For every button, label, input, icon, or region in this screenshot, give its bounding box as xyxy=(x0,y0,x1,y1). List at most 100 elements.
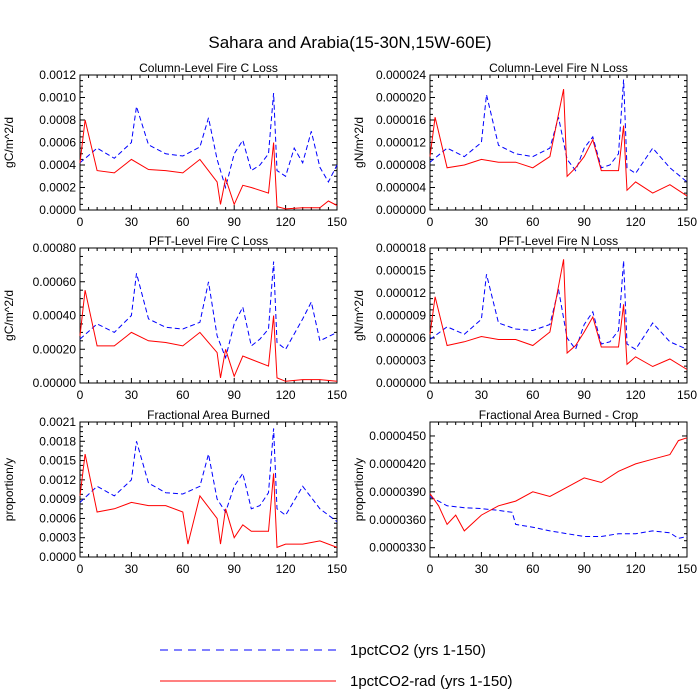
y-tick-label: 0.0015 xyxy=(39,454,76,468)
y-tick-label: 0.0000360 xyxy=(369,513,426,527)
panel-6: Fractional Area Burned - Crop proportion/… xyxy=(352,408,697,576)
y-tick-label: 0.0000 xyxy=(39,550,76,564)
y-tick-label: 0.0012 xyxy=(39,68,76,82)
legend-label-1pctco2-rad: 1pctCO2-rad (yrs 1-150) xyxy=(350,673,513,690)
panel-title: Column-Level Fire N Loss xyxy=(489,61,628,75)
y-tick-label: 0.000003 xyxy=(376,354,426,368)
x-tick-label: 150 xyxy=(327,562,347,576)
y-axis-label: gC/m^2/d xyxy=(2,290,16,341)
y-tick-label: 0.0006 xyxy=(39,511,76,525)
panel-title: PFT-Level Fire N Loss xyxy=(499,234,618,248)
y-tick-label: 0.000024 xyxy=(376,68,426,82)
x-tick-label: 150 xyxy=(327,388,347,402)
y-tick-label: 0.00040 xyxy=(33,309,77,323)
x-tick-label: 90 xyxy=(578,562,592,576)
panels-group: Column-Level Fire C Loss gC/m^2/d 0 30 60 90 1… xyxy=(2,61,697,576)
series-line-1pctco2 xyxy=(79,92,338,190)
x-tick-label: 150 xyxy=(677,388,697,402)
x-tick-label: 0 xyxy=(77,215,84,229)
x-tick-label: 90 xyxy=(578,215,592,229)
y-tick-label: 0.00060 xyxy=(33,275,77,289)
y-tick-label: 0.0009 xyxy=(39,492,76,506)
x-tick-label: 0 xyxy=(427,562,434,576)
x-tick-label: 60 xyxy=(526,388,540,402)
x-tick-label: 0 xyxy=(427,215,434,229)
y-tick-label: 0.0008 xyxy=(39,113,76,127)
x-tick-label: 30 xyxy=(475,215,489,229)
x-tick-label: 60 xyxy=(526,215,540,229)
x-tick-label: 120 xyxy=(626,562,646,576)
y-axis-label: proportion/y xyxy=(2,458,16,521)
y-tick-label: 0.0003 xyxy=(39,531,76,545)
panel-3: PFT-Level Fire C Loss gC/m^2/d 0 30 60 90 120 1… xyxy=(2,234,347,402)
series-line-1pctco2-rad xyxy=(79,119,338,210)
plot-frame xyxy=(79,247,338,384)
y-tick-label: 0.000004 xyxy=(376,181,426,195)
x-tick-label: 150 xyxy=(677,215,697,229)
x-tick-label: 90 xyxy=(228,562,242,576)
y-tick-label: 0.000020 xyxy=(376,91,426,105)
x-tick-label: 150 xyxy=(327,215,347,229)
y-tick-label: 0.00000 xyxy=(33,376,77,390)
x-tick-label: 120 xyxy=(626,215,646,229)
panel-title: Column-Level Fire C Loss xyxy=(139,61,278,75)
panel-1: Column-Level Fire C Loss gC/m^2/d 0 30 60 90 1… xyxy=(2,61,347,229)
y-axis-label: gN/m^2/d xyxy=(352,290,366,341)
y-tick-label: 0.00020 xyxy=(33,342,77,356)
x-tick-label: 30 xyxy=(125,388,139,402)
y-tick-label: 0.0000390 xyxy=(369,485,426,499)
x-tick-label: 60 xyxy=(526,562,540,576)
series-line-1pctco2 xyxy=(79,261,338,360)
x-tick-label: 0 xyxy=(77,388,84,402)
y-tick-label: 0.0000450 xyxy=(369,429,426,443)
y-tick-label: 0.0002 xyxy=(39,181,76,195)
x-tick-label: 90 xyxy=(228,215,242,229)
x-tick-label: 0 xyxy=(427,388,434,402)
x-tick-label: 60 xyxy=(176,388,190,402)
y-axis-label: proportion/y xyxy=(352,458,366,521)
y-tick-label: 0.0000330 xyxy=(369,541,426,555)
panel-title: PFT-Level Fire C Loss xyxy=(149,234,268,248)
y-tick-label: 0.000016 xyxy=(376,113,426,127)
y-tick-label: 0.0006 xyxy=(39,136,76,150)
y-tick-label: 0.0010 xyxy=(39,91,76,105)
figure-title: Sahara and Arabia(15-30N,15W-60E) xyxy=(208,33,491,52)
y-tick-label: 0.0018 xyxy=(39,434,76,448)
legend: 1pctCO2 (yrs 1-150) 1pctCO2-rad (yrs 1-1… xyxy=(160,642,513,690)
y-axis-label: gN/m^2/d xyxy=(352,117,366,168)
x-tick-label: 90 xyxy=(578,388,592,402)
panel-5: Fractional Area Burned proportion/y 0 30 60 9… xyxy=(2,408,347,576)
series-line-1pctco2-rad xyxy=(429,437,688,532)
y-tick-label: 0.000000 xyxy=(376,376,426,390)
series-line-1pctco2-rad xyxy=(429,89,688,197)
y-tick-label: 0.00080 xyxy=(33,241,77,255)
y-tick-label: 0.000006 xyxy=(376,331,426,345)
legend-label-1pctco2: 1pctCO2 (yrs 1-150) xyxy=(350,642,486,659)
x-tick-label: 30 xyxy=(475,562,489,576)
y-axis-label: gC/m^2/d xyxy=(2,117,16,168)
y-tick-label: 0.000018 xyxy=(376,241,426,255)
panel-2: Column-Level Fire N Loss gN/m^2/d 0 30 60 90 1… xyxy=(352,61,697,229)
y-tick-label: 0.000000 xyxy=(376,203,426,217)
y-tick-label: 0.0021 xyxy=(39,415,76,429)
y-tick-label: 0.000012 xyxy=(376,136,426,150)
y-tick-label: 0.000009 xyxy=(376,309,426,323)
y-tick-label: 0.0004 xyxy=(39,158,76,172)
y-tick-label: 0.0000420 xyxy=(369,457,426,471)
x-tick-label: 30 xyxy=(125,562,139,576)
y-tick-label: 0.0012 xyxy=(39,473,76,487)
y-tick-label: 0.0000 xyxy=(39,203,76,217)
plot-frame xyxy=(79,74,338,211)
series-line-1pctco2 xyxy=(429,260,688,351)
x-tick-label: 120 xyxy=(276,215,296,229)
x-tick-label: 120 xyxy=(626,388,646,402)
x-tick-label: 150 xyxy=(677,562,697,576)
x-tick-label: 120 xyxy=(276,562,296,576)
x-tick-label: 120 xyxy=(276,388,296,402)
series-line-1pctco2-rad xyxy=(429,259,688,370)
x-tick-label: 30 xyxy=(475,388,489,402)
series-line-1pctco2 xyxy=(429,496,688,539)
series-line-1pctco2 xyxy=(429,79,688,183)
x-tick-label: 90 xyxy=(228,388,242,402)
